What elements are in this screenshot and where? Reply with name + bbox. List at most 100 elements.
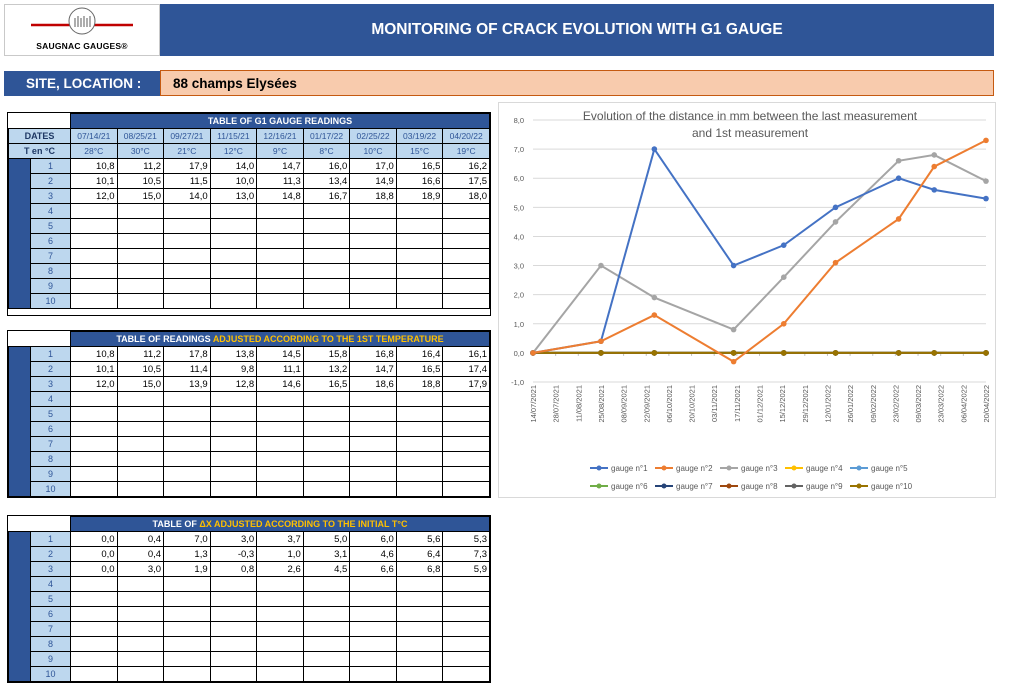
reading-cell[interactable] bbox=[116, 666, 165, 682]
reading-cell[interactable]: 11,3 bbox=[256, 173, 304, 189]
reading-cell[interactable] bbox=[209, 293, 258, 309]
reading-cell[interactable]: 12,0 bbox=[70, 376, 118, 392]
reading-cell[interactable] bbox=[256, 421, 304, 437]
reading-cell[interactable] bbox=[442, 248, 490, 264]
reading-cell[interactable] bbox=[70, 606, 118, 622]
reading-cell[interactable]: 14,0 bbox=[163, 188, 211, 204]
reading-cell[interactable] bbox=[209, 666, 258, 682]
reading-cell[interactable]: 16,2 bbox=[442, 158, 490, 174]
reading-cell[interactable] bbox=[116, 591, 165, 607]
reading-cell[interactable] bbox=[70, 406, 118, 422]
reading-cell[interactable] bbox=[349, 203, 397, 219]
reading-cell[interactable] bbox=[349, 233, 397, 249]
reading-cell[interactable]: 10,8 bbox=[70, 346, 118, 362]
reading-cell[interactable] bbox=[163, 406, 211, 422]
reading-cell[interactable] bbox=[349, 263, 397, 279]
reading-cell[interactable] bbox=[302, 651, 351, 667]
reading-cell[interactable] bbox=[116, 391, 165, 407]
reading-cell[interactable] bbox=[442, 421, 490, 437]
temperature-value[interactable]: 28°C bbox=[70, 143, 118, 159]
reading-cell[interactable]: 14,6 bbox=[256, 376, 304, 392]
reading-cell[interactable] bbox=[349, 406, 397, 422]
reading-cell[interactable] bbox=[116, 636, 165, 652]
reading-cell[interactable]: 0,8 bbox=[209, 561, 258, 577]
reading-cell[interactable] bbox=[70, 621, 118, 637]
reading-cell[interactable] bbox=[116, 278, 165, 294]
reading-cell[interactable] bbox=[256, 406, 304, 422]
reading-cell[interactable] bbox=[256, 263, 304, 279]
reading-cell[interactable] bbox=[442, 451, 490, 467]
reading-cell[interactable] bbox=[256, 248, 304, 264]
reading-cell[interactable]: 14,8 bbox=[256, 188, 304, 204]
reading-cell[interactable] bbox=[395, 248, 444, 264]
reading-cell[interactable] bbox=[70, 436, 118, 452]
reading-cell[interactable] bbox=[116, 293, 165, 309]
reading-cell[interactable] bbox=[442, 481, 490, 497]
reading-cell[interactable] bbox=[395, 666, 444, 682]
reading-cell[interactable] bbox=[116, 233, 165, 249]
reading-cell[interactable] bbox=[442, 576, 490, 592]
reading-cell[interactable] bbox=[256, 621, 304, 637]
reading-cell[interactable] bbox=[302, 278, 351, 294]
reading-cell[interactable]: 16,7 bbox=[302, 188, 351, 204]
reading-cell[interactable]: 14,0 bbox=[209, 158, 258, 174]
reading-cell[interactable]: 7,0 bbox=[163, 531, 211, 547]
reading-cell[interactable] bbox=[116, 466, 165, 482]
reading-cell[interactable] bbox=[70, 263, 118, 279]
reading-cell[interactable]: 0,0 bbox=[70, 546, 118, 562]
reading-cell[interactable] bbox=[442, 436, 490, 452]
reading-cell[interactable]: 16,8 bbox=[349, 346, 397, 362]
reading-cell[interactable] bbox=[163, 391, 211, 407]
reading-cell[interactable] bbox=[442, 218, 490, 234]
reading-cell[interactable] bbox=[116, 576, 165, 592]
temperature-value[interactable]: 10°C bbox=[349, 143, 397, 159]
reading-cell[interactable]: 1,9 bbox=[163, 561, 211, 577]
reading-cell[interactable] bbox=[209, 263, 258, 279]
reading-cell[interactable] bbox=[395, 406, 444, 422]
reading-cell[interactable] bbox=[209, 651, 258, 667]
reading-cell[interactable]: 5,6 bbox=[395, 531, 444, 547]
temperature-value[interactable]: 8°C bbox=[302, 143, 351, 159]
reading-cell[interactable]: 15,0 bbox=[116, 376, 165, 392]
reading-cell[interactable] bbox=[209, 233, 258, 249]
temperature-value[interactable]: 9°C bbox=[256, 143, 304, 159]
reading-cell[interactable] bbox=[302, 451, 351, 467]
reading-cell[interactable] bbox=[442, 406, 490, 422]
reading-cell[interactable] bbox=[163, 293, 211, 309]
reading-cell[interactable] bbox=[302, 406, 351, 422]
reading-cell[interactable] bbox=[70, 666, 118, 682]
reading-cell[interactable] bbox=[302, 666, 351, 682]
reading-cell[interactable] bbox=[70, 421, 118, 437]
reading-cell[interactable]: 14,5 bbox=[256, 346, 304, 362]
reading-cell[interactable] bbox=[256, 436, 304, 452]
reading-cell[interactable]: 16,4 bbox=[395, 346, 444, 362]
reading-cell[interactable]: 15,0 bbox=[116, 188, 165, 204]
reading-cell[interactable] bbox=[442, 666, 490, 682]
reading-cell[interactable]: 13,0 bbox=[209, 188, 258, 204]
reading-cell[interactable] bbox=[70, 278, 118, 294]
reading-cell[interactable] bbox=[70, 293, 118, 309]
reading-cell[interactable]: 6,6 bbox=[349, 561, 397, 577]
reading-cell[interactable] bbox=[163, 466, 211, 482]
reading-cell[interactable]: 17,0 bbox=[349, 158, 397, 174]
reading-cell[interactable] bbox=[302, 576, 351, 592]
reading-cell[interactable]: 3,1 bbox=[302, 546, 351, 562]
reading-cell[interactable] bbox=[163, 233, 211, 249]
reading-cell[interactable] bbox=[302, 436, 351, 452]
reading-cell[interactable] bbox=[116, 406, 165, 422]
reading-cell[interactable] bbox=[442, 278, 490, 294]
reading-cell[interactable]: 18,0 bbox=[442, 188, 490, 204]
reading-cell[interactable]: 16,5 bbox=[395, 158, 444, 174]
reading-cell[interactable] bbox=[163, 278, 211, 294]
reading-cell[interactable] bbox=[256, 636, 304, 652]
reading-cell[interactable] bbox=[70, 481, 118, 497]
reading-cell[interactable]: 7,3 bbox=[442, 546, 490, 562]
reading-cell[interactable] bbox=[256, 591, 304, 607]
reading-cell[interactable] bbox=[442, 391, 490, 407]
reading-cell[interactable] bbox=[116, 263, 165, 279]
reading-cell[interactable] bbox=[163, 481, 211, 497]
reading-cell[interactable] bbox=[349, 391, 397, 407]
reading-cell[interactable] bbox=[209, 406, 258, 422]
reading-cell[interactable] bbox=[209, 218, 258, 234]
reading-cell[interactable] bbox=[442, 621, 490, 637]
